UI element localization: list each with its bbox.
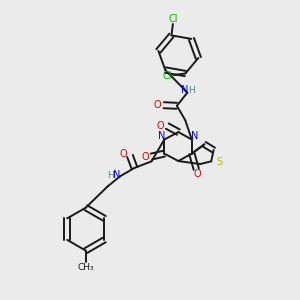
Text: Cl: Cl — [169, 14, 178, 24]
Text: O: O — [157, 121, 165, 130]
Text: N: N — [181, 85, 188, 95]
Text: O: O — [153, 100, 161, 110]
Text: Cl: Cl — [162, 70, 172, 81]
Text: O: O — [141, 152, 149, 163]
Text: O: O — [120, 149, 127, 160]
Text: N: N — [191, 131, 199, 141]
Text: S: S — [217, 157, 223, 167]
Text: CH₃: CH₃ — [78, 263, 94, 272]
Text: N: N — [158, 131, 165, 141]
Text: H: H — [188, 86, 195, 95]
Text: O: O — [194, 169, 202, 179]
Text: N: N — [112, 170, 120, 180]
Text: H: H — [107, 171, 114, 180]
